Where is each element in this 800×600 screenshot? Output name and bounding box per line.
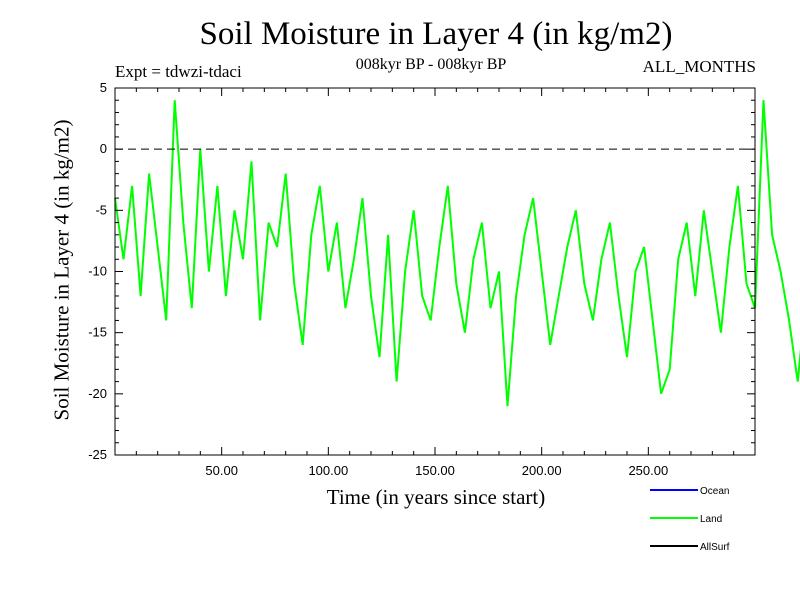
- x-tick-label: 200.00: [522, 463, 562, 478]
- series-layer: [114, 100, 800, 407]
- experiment-label: Expt = tdwzi-tdaci: [115, 62, 242, 81]
- y-tick-label: -10: [88, 264, 107, 279]
- legend-label-allsurf: AllSurf: [700, 542, 730, 553]
- axes-layer: [114, 87, 756, 456]
- months-label: ALL_MONTHS: [642, 57, 756, 76]
- x-tick-label: 50.00: [205, 463, 238, 478]
- y-tick-label: 5: [100, 80, 107, 95]
- x-tick-label: 150.00: [415, 463, 455, 478]
- legend: Ocean Land AllSurf: [650, 486, 730, 553]
- series-line-land: [114, 100, 800, 407]
- legend-label-land: Land: [700, 514, 722, 525]
- chart-title: Soil Moisture in Layer 4 (in kg/m2): [199, 16, 673, 52]
- y-tick-label: 0: [100, 141, 107, 156]
- plot-frame: [114, 87, 756, 456]
- y-tick-label: -15: [88, 325, 107, 340]
- y-tick-label: -20: [88, 386, 107, 401]
- ticks-layer: 5 0 -5 -10 -15 -20 -25 50.00 100.00 150.00 200.00 2…: [88, 80, 755, 478]
- period-label: 008kyr BP - 008kyr BP: [355, 56, 507, 73]
- x-tick-label: 100.00: [308, 463, 348, 478]
- x-axis-label: Time (in years since start): [326, 485, 546, 509]
- y-tick-label: -5: [95, 202, 107, 217]
- legend-label-ocean: Ocean: [700, 486, 729, 497]
- x-tick-label: 250.00: [628, 463, 668, 478]
- y-tick-label: -25: [88, 447, 107, 462]
